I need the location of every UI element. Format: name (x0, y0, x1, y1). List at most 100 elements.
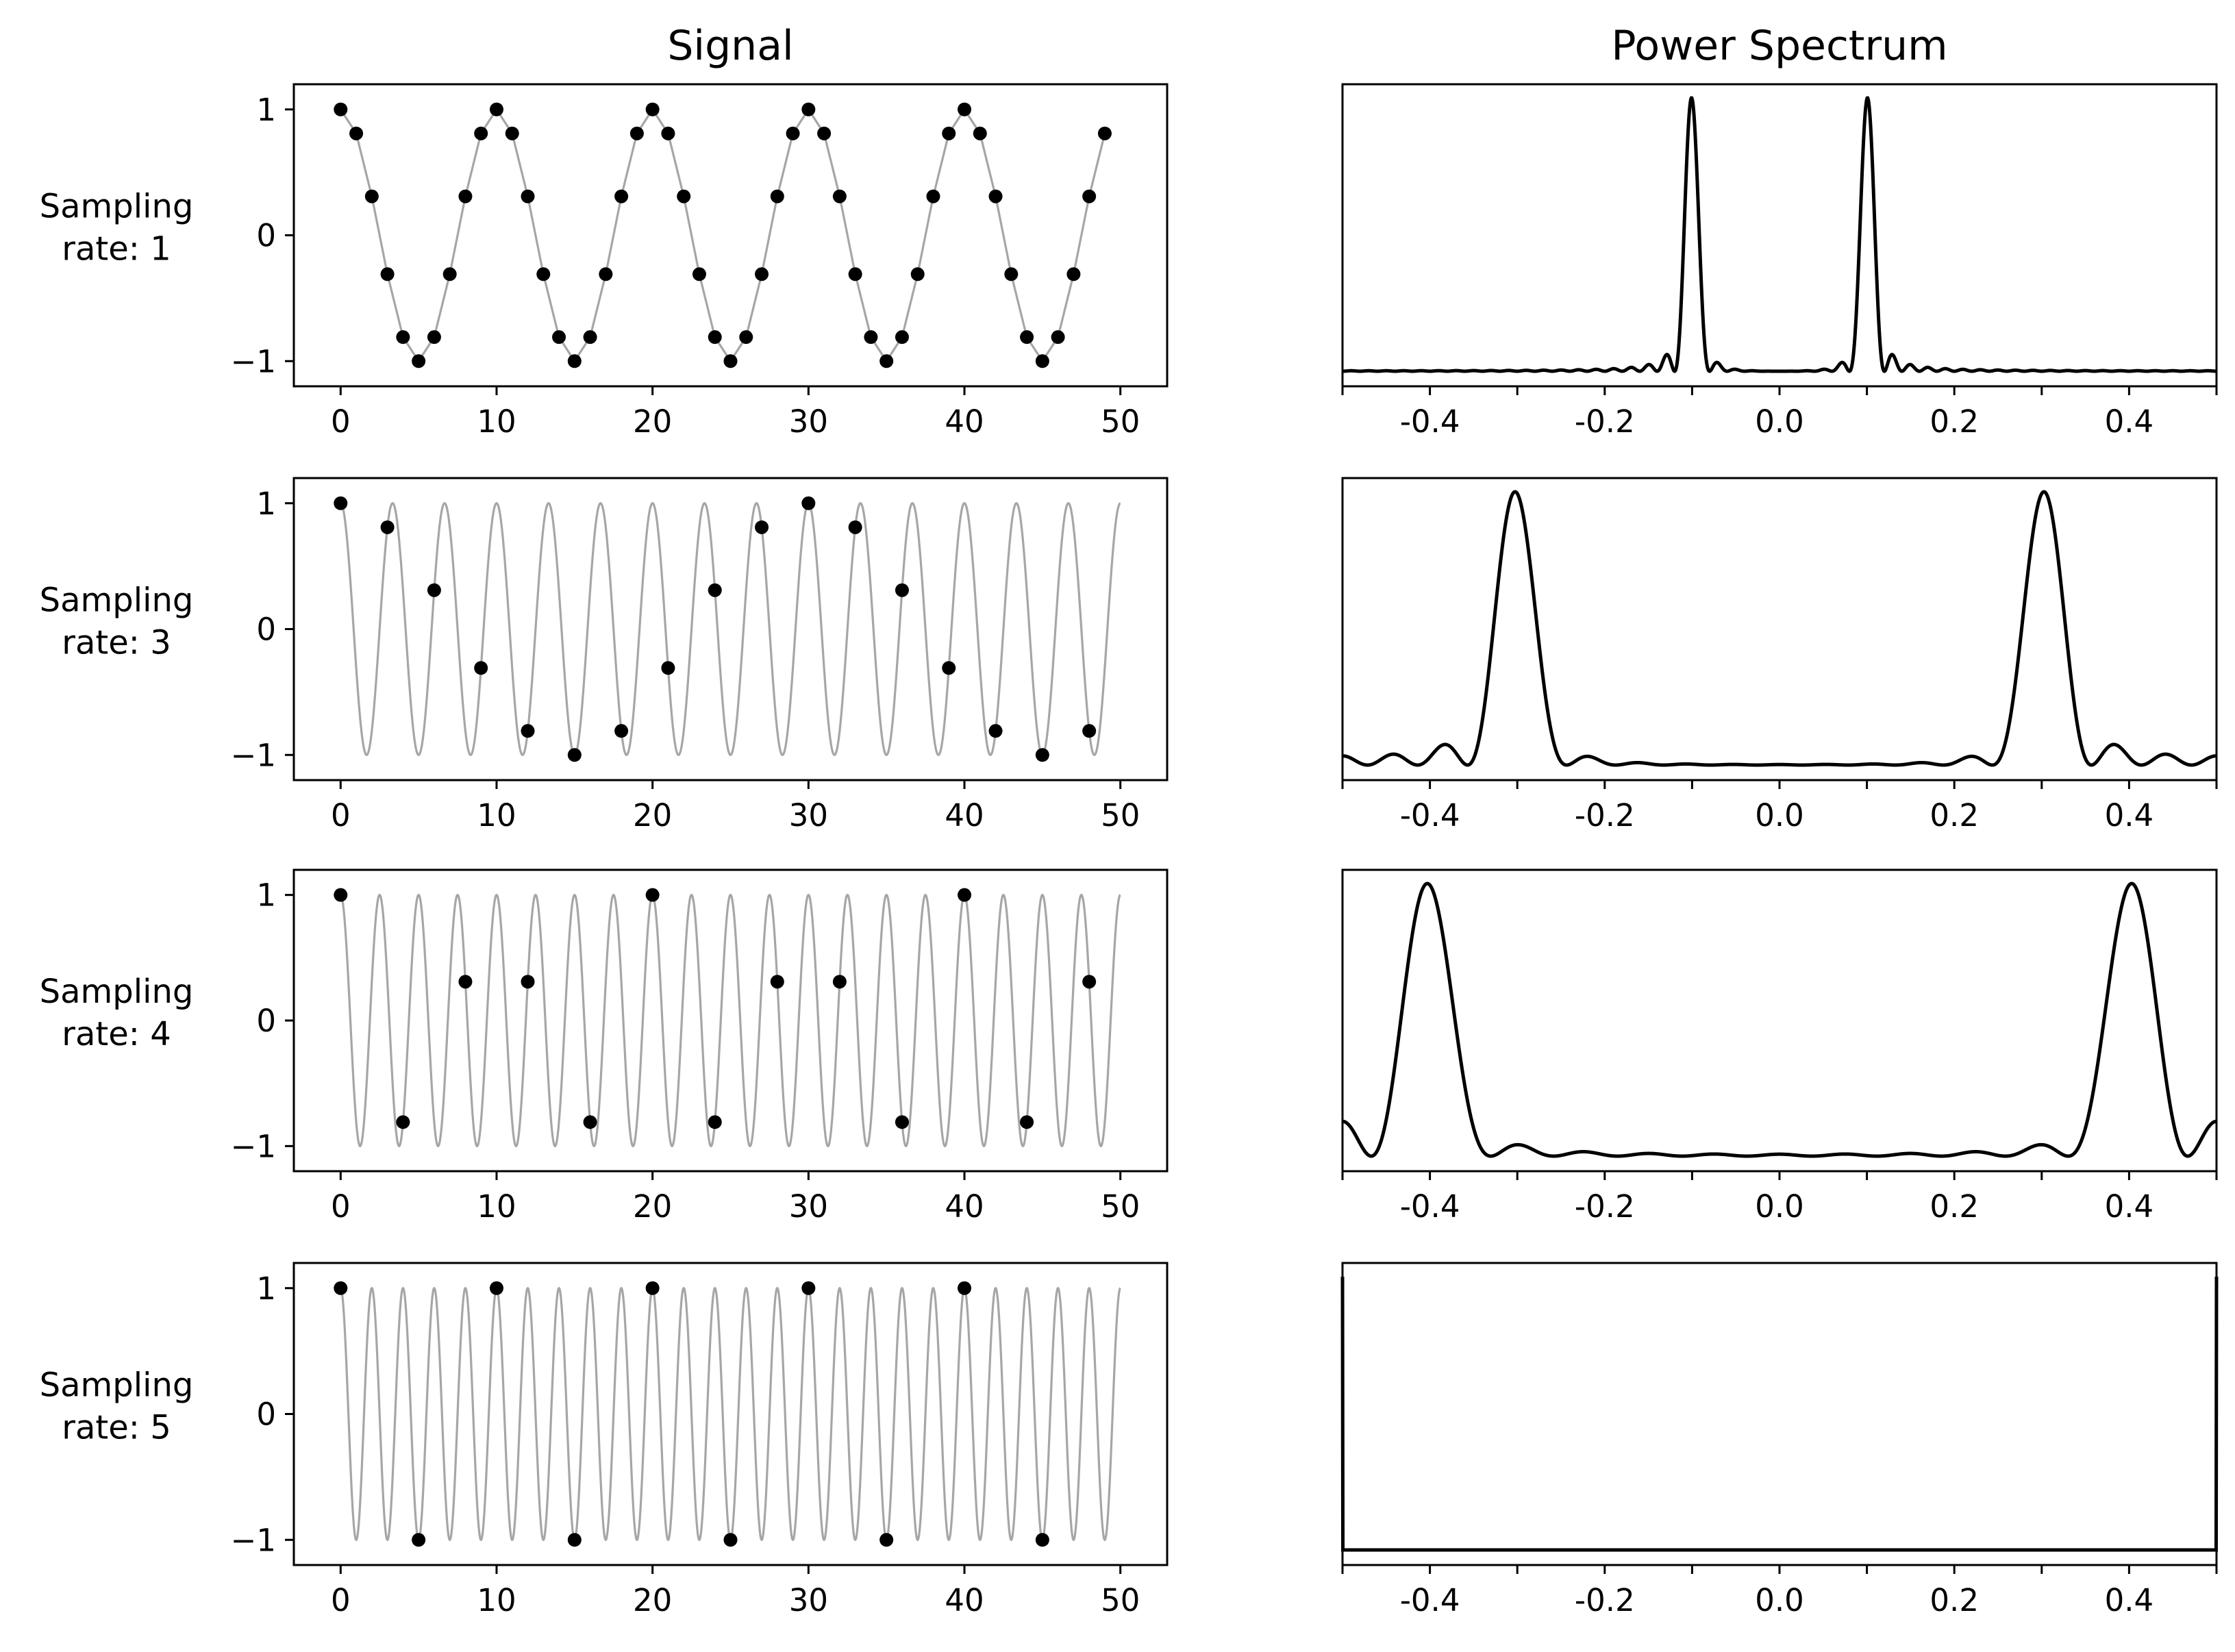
x-tick-label: 0.0 (1755, 1582, 1804, 1618)
column-title: Power Spectrum (1611, 22, 1947, 70)
sample-point (770, 189, 784, 203)
sample-point (1035, 354, 1049, 368)
y-tick-label: 1 (256, 92, 276, 128)
sample-point (583, 330, 597, 345)
sample-point (380, 267, 395, 281)
axes-frame (1341, 1262, 2218, 1566)
x-tick-label: -0.4 (1400, 797, 1460, 834)
x-tick-label: 10 (477, 403, 516, 440)
sample-point (614, 189, 629, 203)
sample-point (739, 330, 753, 345)
axes-frame (292, 1262, 1169, 1566)
sample-point (958, 102, 972, 116)
sample-point (677, 189, 691, 203)
x-tick-label: 50 (1101, 1582, 1140, 1618)
spectrum-panel-3: -0.4 -0.2 0.0 0.2 0.4 (1341, 477, 2218, 834)
sample-point (1035, 1533, 1049, 1547)
axes-frame (292, 868, 1169, 1173)
sample-point (895, 583, 909, 597)
spectrum-panel-5: -0.4 -0.2 0.0 0.2 0.4 (1340, 1262, 2219, 1618)
x-tick-label: 20 (633, 797, 672, 834)
sample-point (848, 267, 862, 281)
sample-point (412, 1533, 426, 1547)
sample-point (988, 724, 1003, 738)
x-tick-label: -0.2 (1575, 403, 1635, 440)
y-tick-label: 1 (256, 1271, 276, 1307)
sample-point (505, 126, 519, 140)
sample-point (458, 189, 473, 203)
sample-point (645, 888, 660, 902)
x-tick-label: 0.2 (1930, 1582, 1979, 1618)
sample-point (1004, 267, 1019, 281)
sample-point (708, 583, 722, 597)
sample-point (1020, 330, 1034, 345)
sample-point (801, 102, 816, 116)
row-label-line: Sampling (40, 1366, 194, 1405)
x-tick-label: -0.2 (1575, 797, 1635, 834)
sample-point (708, 1115, 722, 1129)
x-tick-label: 0.0 (1755, 403, 1804, 440)
x-tick-label: 50 (1101, 403, 1140, 440)
axes-frame (1341, 477, 2218, 781)
sample-point (910, 267, 925, 281)
spectrum-panel-4: -0.4 -0.2 0.0 0.2 0.4 (1341, 868, 2218, 1225)
y-tick-label: 0 (256, 1397, 276, 1433)
x-tick-label: 10 (477, 1188, 516, 1225)
y-tick-label: −1 (231, 343, 276, 379)
sample-point (521, 724, 535, 738)
sample-point (770, 975, 784, 989)
x-tick-label: 40 (945, 403, 984, 440)
y-tick-label: 1 (256, 486, 276, 522)
sample-point (817, 126, 832, 140)
row-label-line: Sampling (40, 581, 194, 620)
sample-point (567, 748, 582, 762)
signal-curve (340, 502, 1121, 756)
sample-point (708, 330, 722, 345)
sample-point (755, 520, 769, 534)
x-tick-label: 40 (945, 1188, 984, 1225)
sample-point (521, 975, 535, 989)
row-label-line: rate: 4 (62, 1015, 171, 1053)
signal-panel-4: 0 10 20 30 40 50 −1 0 1 Sampling rate: 4 (40, 868, 1169, 1225)
sample-point (1082, 975, 1097, 989)
sample-point (349, 126, 364, 140)
signal-panel-1: 0 10 20 30 40 50 −1 0 1 Sampling rate: 1 Signal (40, 22, 1169, 440)
sample-point (786, 126, 800, 140)
sample-point (723, 354, 738, 368)
sample-point (864, 330, 878, 345)
sample-point (801, 496, 816, 510)
y-tick-label: −1 (231, 737, 276, 773)
sample-point (567, 354, 582, 368)
x-tick-label: -0.4 (1400, 1582, 1460, 1618)
sample-point (364, 189, 379, 203)
y-tick-label: 0 (256, 1003, 276, 1039)
sample-point (1097, 126, 1112, 140)
x-tick-label: 0 (331, 797, 351, 834)
y-tick-label: 1 (256, 877, 276, 914)
x-tick-label: -0.4 (1400, 403, 1460, 440)
row-label-line: rate: 3 (62, 624, 171, 662)
signal-curve (340, 1286, 1121, 1542)
x-tick-label: 0.4 (2105, 1582, 2154, 1618)
sample-point (552, 330, 566, 345)
x-tick-label: 30 (789, 403, 828, 440)
column-title: Signal (667, 22, 793, 70)
spectrum-curve (1340, 1276, 2219, 1552)
sample-point (661, 661, 675, 675)
sample-point (334, 888, 348, 902)
x-tick-label: 0.4 (2105, 797, 2154, 834)
y-tick-label: −1 (231, 1522, 276, 1558)
x-tick-label: 0.2 (1930, 403, 1979, 440)
sample-point (1082, 724, 1097, 738)
x-tick-label: 0.2 (1930, 797, 1979, 834)
sample-point (958, 1281, 972, 1295)
sample-point (973, 126, 987, 140)
x-tick-label: 0.2 (1930, 1188, 1979, 1225)
sample-point (442, 267, 457, 281)
x-tick-label: -0.2 (1575, 1582, 1635, 1618)
sample-point (895, 1115, 909, 1129)
x-tick-label: 30 (789, 797, 828, 834)
sample-point (988, 189, 1003, 203)
spectrum-curve (1342, 490, 2217, 767)
sample-point (1051, 330, 1065, 345)
